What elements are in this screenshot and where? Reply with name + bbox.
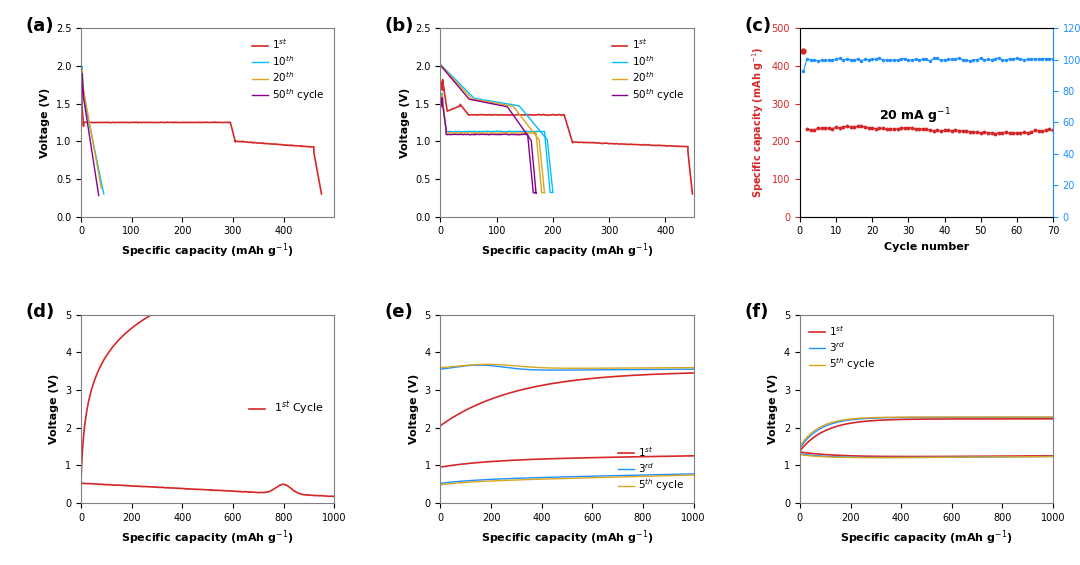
Text: (d): (d) (25, 303, 55, 321)
Point (795, 46, 812, 55)
Text: (c): (c) (744, 17, 771, 35)
Y-axis label: Voltage (V): Voltage (V) (768, 373, 779, 444)
Text: (f): (f) (744, 303, 769, 321)
Legend: 1$^{st}$, 3$^{rd}$, 5$^{th}$ cycle: 1$^{st}$, 3$^{rd}$, 5$^{th}$ cycle (615, 441, 688, 498)
Y-axis label: Voltage (V): Voltage (V) (50, 373, 59, 444)
Legend: 1$^{st}$ Cycle: 1$^{st}$ Cycle (244, 396, 328, 422)
Legend: 1$^{st}$, 3$^{rd}$, 5$^{th}$ cycle: 1$^{st}$, 3$^{rd}$, 5$^{th}$ cycle (805, 320, 879, 377)
Legend: 1$^{st}$, 10$^{th}$, 20$^{th}$, 50$^{th}$ cycle: 1$^{st}$, 10$^{th}$, 20$^{th}$, 50$^{th}… (248, 33, 329, 107)
Legend: 1$^{st}$, 10$^{th}$, 20$^{th}$, 50$^{th}$ cycle: 1$^{st}$, 10$^{th}$, 20$^{th}$, 50$^{th}… (608, 33, 688, 107)
X-axis label: Specific capacity (mAh g$^{-1}$): Specific capacity (mAh g$^{-1}$) (121, 242, 294, 260)
Text: (a): (a) (25, 17, 54, 35)
Text: (b): (b) (384, 17, 414, 35)
X-axis label: Cycle number: Cycle number (883, 242, 969, 252)
Y-axis label: Specific capacity (mAh g$^{-1}$): Specific capacity (mAh g$^{-1}$) (751, 47, 766, 198)
Y-axis label: Voltage (V): Voltage (V) (40, 87, 51, 158)
Y-axis label: Voltage (V): Voltage (V) (400, 87, 409, 158)
Y-axis label: Voltage (V): Voltage (V) (409, 373, 419, 444)
Text: 20 mA g$^{-1}$: 20 mA g$^{-1}$ (879, 107, 951, 126)
X-axis label: Specific capacity (mAh g$^{-1}$): Specific capacity (mAh g$^{-1}$) (840, 528, 1013, 547)
Text: (e): (e) (384, 303, 414, 321)
X-axis label: Specific capacity (mAh g$^{-1}$): Specific capacity (mAh g$^{-1}$) (481, 242, 653, 260)
X-axis label: Specific capacity (mAh g$^{-1}$): Specific capacity (mAh g$^{-1}$) (121, 528, 294, 547)
X-axis label: Specific capacity (mAh g$^{-1}$): Specific capacity (mAh g$^{-1}$) (481, 528, 653, 547)
